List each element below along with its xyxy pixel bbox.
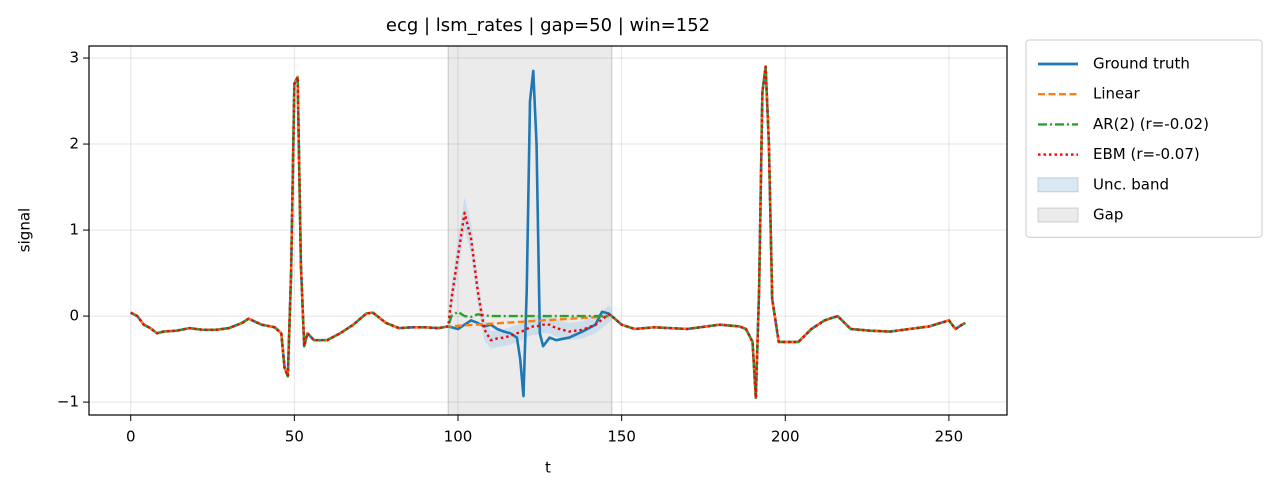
legend-swatch xyxy=(1037,207,1079,223)
y-tick-label: 0 xyxy=(69,307,79,325)
x-tick-label: 200 xyxy=(771,428,800,446)
legend-swatch xyxy=(1037,177,1079,193)
series-line xyxy=(130,65,966,399)
x-tick-label: 250 xyxy=(935,428,964,446)
y-tick-label: 1 xyxy=(69,221,79,239)
legend-label: AR(2) (r=-0.02) xyxy=(1093,115,1209,133)
legend-box xyxy=(1025,39,1263,238)
x-tick-label: 100 xyxy=(444,428,473,446)
plot-frame xyxy=(88,45,1008,416)
y-axis-label: signal xyxy=(16,208,34,252)
chart-title: ecg | lsm_rates | gap=50 | win=152 xyxy=(386,15,710,36)
x-axis-label: t xyxy=(545,459,551,477)
y-tick-label: −1 xyxy=(57,393,79,411)
legend-label: Linear xyxy=(1093,85,1140,103)
legend-label: Unc. band xyxy=(1093,175,1169,193)
y-tick-label: 3 xyxy=(69,49,79,67)
plot-area xyxy=(89,46,1007,415)
y-tick-label: 2 xyxy=(69,135,79,153)
x-tick-label: 150 xyxy=(607,428,636,446)
x-tick-label: 50 xyxy=(285,428,304,446)
legend-label: Gap xyxy=(1093,206,1123,224)
legend-label: EBM (r=-0.07) xyxy=(1093,145,1200,163)
legend-label: Ground truth xyxy=(1093,55,1190,73)
x-tick-label: 0 xyxy=(126,428,136,446)
